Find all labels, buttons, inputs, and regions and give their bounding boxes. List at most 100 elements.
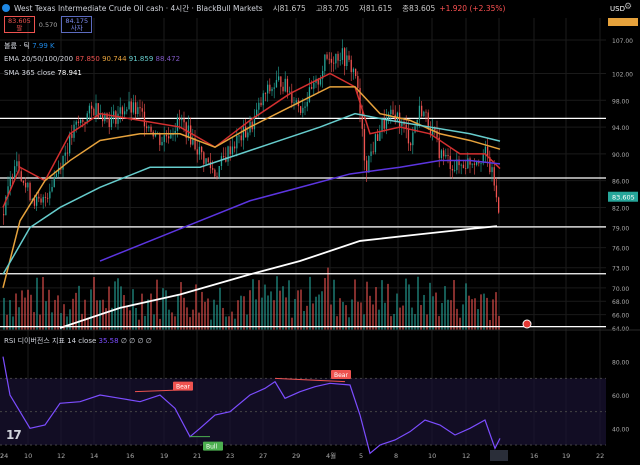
candle-body [454, 170, 456, 171]
candle-body [137, 107, 139, 115]
tradingview-logo[interactable]: 17 [6, 428, 22, 442]
volume-bar [48, 289, 50, 330]
candle-body [440, 150, 443, 159]
candle-body [132, 102, 135, 113]
volume-bar [456, 308, 458, 330]
volume-bar [411, 307, 413, 330]
volume-bar [15, 293, 17, 330]
candle-body [33, 199, 36, 206]
symbol-title[interactable]: West Texas Intermediate Crude Oil cash ·… [14, 3, 263, 13]
candle-body [438, 137, 440, 159]
candle-body [346, 55, 348, 67]
ohlc-high: 고83.705 [315, 3, 349, 13]
volume-bar [378, 309, 380, 330]
candle-body [473, 163, 476, 165]
volume-bar [309, 276, 311, 330]
candle-body [229, 146, 231, 155]
candle-body [300, 106, 302, 113]
volume-bar [495, 292, 497, 330]
buy-button[interactable]: 84.175 사자 [61, 16, 93, 33]
rsi-tick-1: 60.00 [612, 393, 629, 400]
candle-body [253, 116, 256, 130]
candle-body [392, 109, 394, 115]
sma-value: 78.941 [57, 69, 82, 77]
volume-bar [60, 313, 62, 330]
volume-bar [417, 276, 419, 330]
ema100-value: 91.859 [128, 55, 154, 63]
candle-body [198, 146, 201, 155]
candle-body [289, 91, 291, 93]
x-tick-7: 27 [259, 452, 267, 460]
sell-label: 팔 [16, 23, 23, 32]
candle-body [335, 53, 337, 64]
rsi-tick-2: 40.00 [612, 426, 629, 433]
volume-bar [234, 318, 236, 330]
volume-bar [207, 298, 209, 330]
rsi-status-icons: ∅ ∅ ∅ ∅ [120, 337, 152, 345]
sma365-line [59, 225, 498, 329]
ema-legend[interactable]: EMA 20/50/100/200 87.850 90.744 91.859 8… [4, 55, 180, 63]
candle-body [88, 105, 91, 114]
candle-body [412, 132, 414, 146]
candle-body [143, 111, 146, 127]
candle-body [95, 103, 97, 116]
volume-bar [135, 307, 137, 330]
volume-bar [462, 304, 464, 330]
sma-legend[interactable]: SMA 365 close 78.941 [4, 69, 82, 77]
volume-legend[interactable]: 볼륨 · 틱 7.99 K [4, 41, 55, 51]
price-tick-8: 76.00 [612, 246, 629, 253]
x-tick-8: 29 [292, 452, 300, 460]
candle-body [462, 164, 465, 169]
volume-bar [228, 316, 230, 330]
volume-bar [45, 301, 47, 330]
volume-bar [315, 296, 317, 330]
candle-body [460, 164, 462, 166]
candle-body [383, 119, 385, 129]
volume-bar [72, 298, 74, 330]
volume-bar [93, 277, 95, 330]
candle-body [260, 102, 262, 106]
volume-bar [33, 312, 35, 330]
candle-body [425, 111, 427, 113]
currency-label[interactable]: USD [610, 5, 625, 13]
volume-bar [381, 280, 383, 330]
sell-button[interactable]: 83.605 팔 [4, 16, 35, 33]
volume-bar [3, 297, 5, 330]
x-tick-2: 14 [90, 452, 98, 460]
volume-bar [267, 295, 269, 330]
settings-gear-icon[interactable]: ⚙ [624, 2, 633, 12]
ohlc-low: 저81.615 [359, 3, 393, 13]
symbol-icon [2, 4, 10, 12]
candle-body [280, 76, 282, 87]
price-tick-5: 86.00 [612, 179, 629, 186]
current-date-marker [490, 450, 508, 461]
volume-bar [201, 291, 203, 330]
candle-body [216, 176, 218, 178]
rsi-legend[interactable]: RSI 디이버전스 지표 14 close 35.58 ∅ ∅ ∅ ∅ [4, 336, 152, 346]
candle-body [273, 87, 275, 89]
candle-body [370, 151, 372, 157]
x-tick-12: 10 [428, 452, 436, 460]
volume-bar [318, 294, 320, 330]
volume-bar [159, 318, 161, 330]
volume-bar [183, 297, 185, 330]
candle-body [190, 125, 192, 145]
ema200-line [99, 159, 501, 262]
volume-bar [276, 276, 278, 330]
volume-bar [387, 283, 389, 330]
volume-bar [150, 293, 152, 330]
volume-bar [210, 319, 212, 330]
candle-body [476, 161, 478, 165]
spread-value: 0.570 [38, 20, 58, 29]
volume-bar [36, 277, 38, 330]
volume-bar [51, 312, 53, 330]
candle-body [471, 163, 473, 165]
candle-body [168, 136, 170, 139]
ema20-value: 87.850 [75, 55, 100, 63]
volume-bar [237, 300, 239, 330]
volume-bar [198, 312, 200, 330]
candle-body [443, 150, 445, 157]
candle-body [394, 114, 396, 122]
volume-bar [399, 307, 401, 330]
